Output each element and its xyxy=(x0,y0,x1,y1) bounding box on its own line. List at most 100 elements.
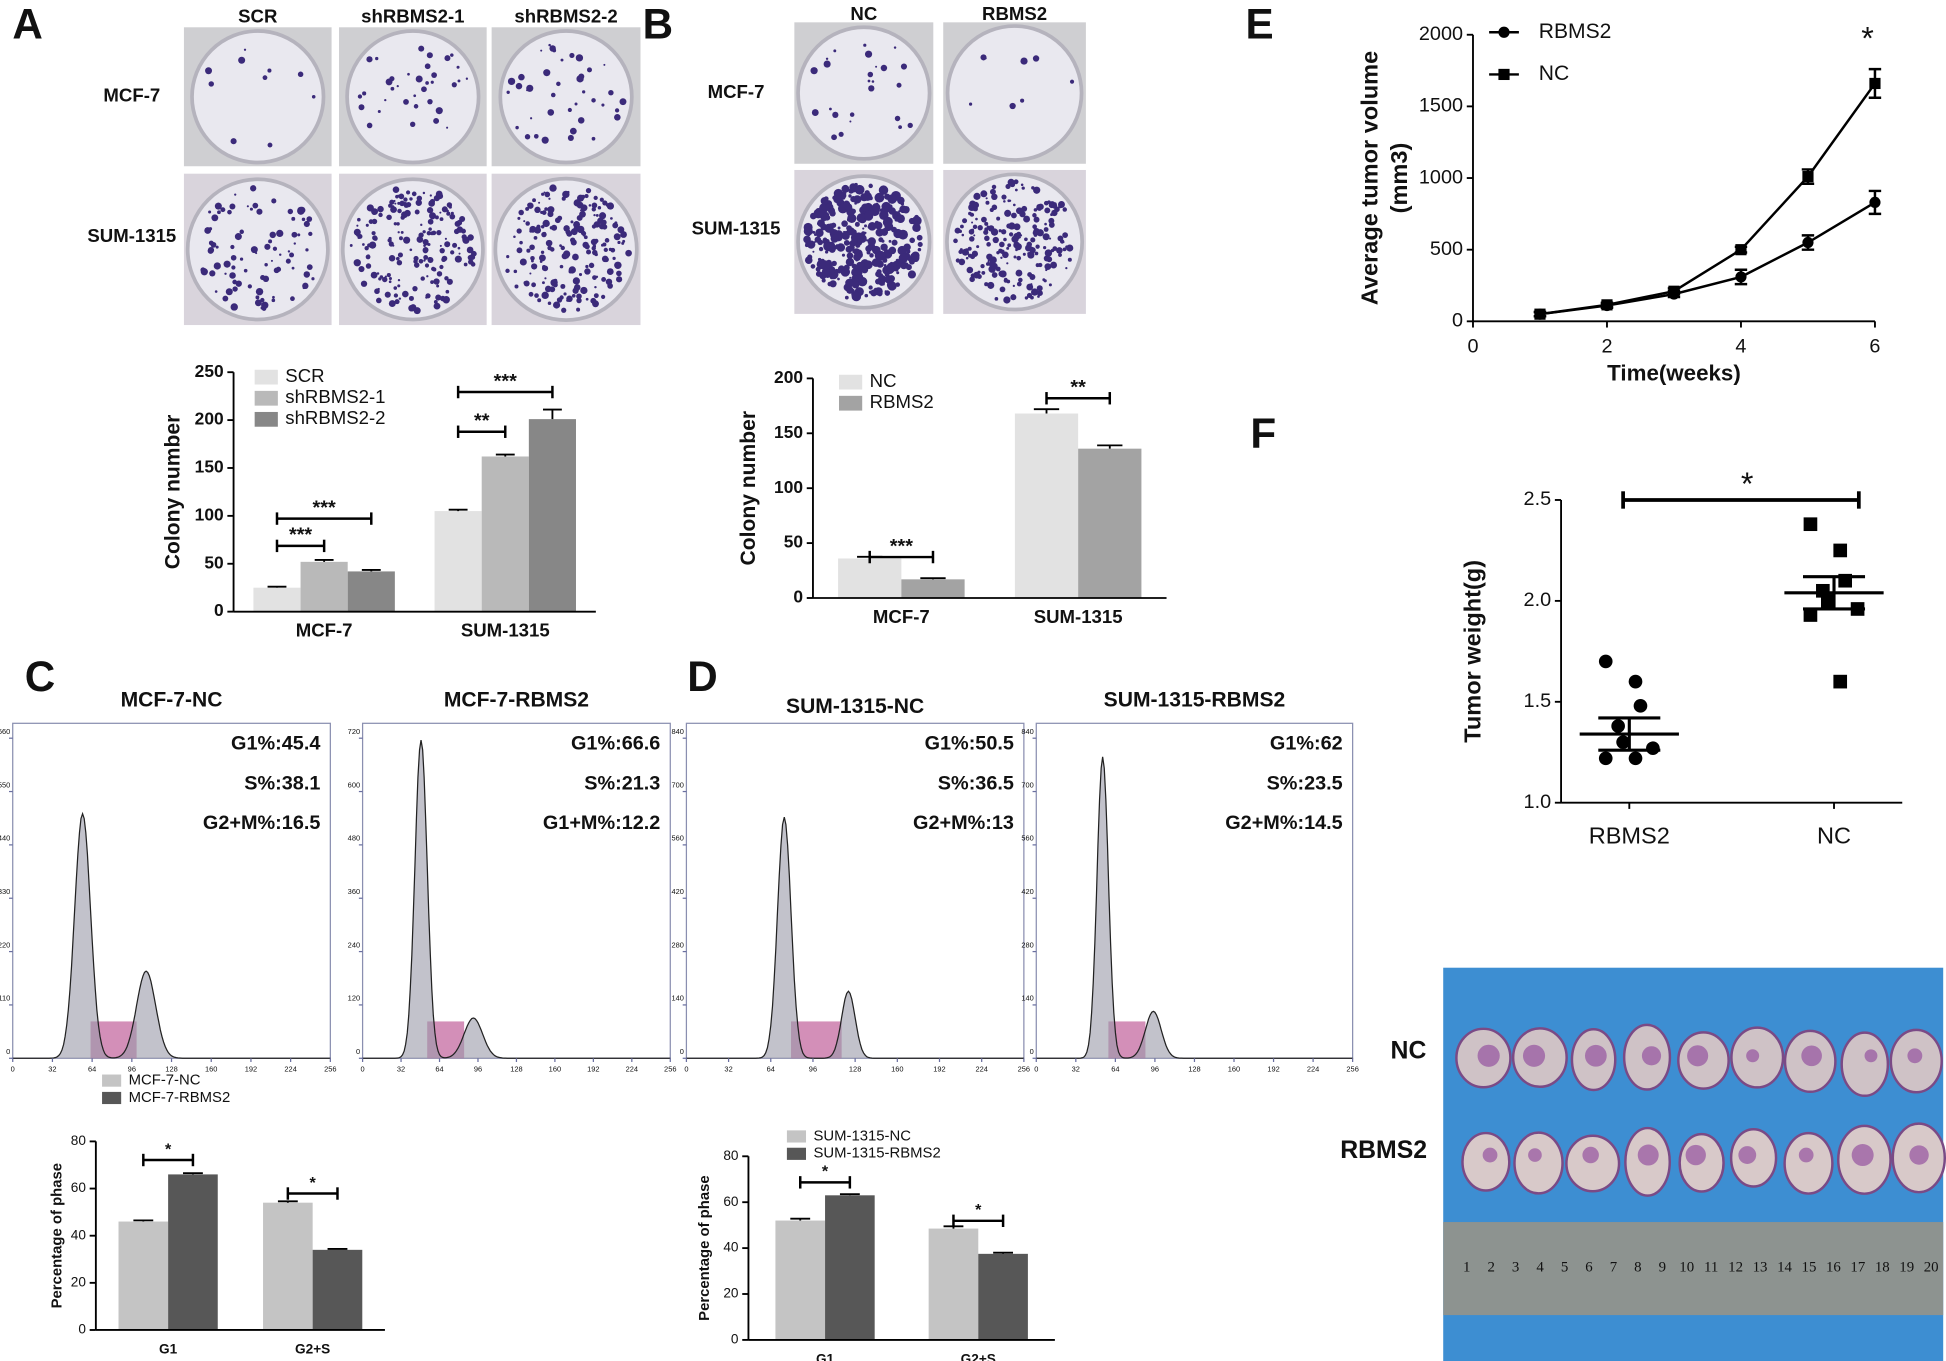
colony xyxy=(1059,239,1065,244)
colony xyxy=(900,262,908,270)
colony xyxy=(909,237,916,244)
colony xyxy=(617,240,621,245)
colony xyxy=(1000,256,1003,259)
colony xyxy=(262,275,270,283)
colony xyxy=(891,228,895,232)
colony xyxy=(446,202,453,208)
colony xyxy=(232,279,238,285)
colony xyxy=(426,52,433,59)
colony xyxy=(868,183,873,189)
flow-title: MCF-7-RBMS2 xyxy=(444,689,589,712)
colony xyxy=(384,275,387,278)
colony xyxy=(357,217,361,222)
colony xyxy=(305,248,309,252)
y-tick-label: 150 xyxy=(195,457,224,477)
data-point xyxy=(1601,299,1613,311)
colony xyxy=(593,293,599,299)
colony xyxy=(831,134,837,141)
colony xyxy=(397,284,401,288)
colony xyxy=(585,297,589,301)
colony xyxy=(837,226,841,230)
colony xyxy=(547,109,555,116)
colony xyxy=(583,235,588,240)
colony xyxy=(999,286,1006,293)
colony xyxy=(1050,261,1058,269)
ruler-number: 10 xyxy=(1679,1259,1694,1275)
colony xyxy=(1051,202,1058,209)
colony xyxy=(893,46,897,49)
colony xyxy=(456,226,464,233)
colony xyxy=(856,213,867,223)
tumor-spot xyxy=(1482,1147,1498,1163)
colony xyxy=(1013,179,1019,185)
y-axis-label: Percentage of phase xyxy=(49,1163,65,1309)
colony xyxy=(1043,246,1047,250)
colony xyxy=(445,289,450,294)
colony xyxy=(416,236,424,243)
data-point xyxy=(1534,308,1546,320)
colony xyxy=(962,218,968,224)
colony xyxy=(867,71,874,78)
colony xyxy=(1044,249,1053,257)
colony xyxy=(207,247,214,254)
colony xyxy=(1043,227,1049,232)
colony xyxy=(556,297,563,303)
x-tick-label: 4 xyxy=(1735,336,1746,358)
flow-x-tick-label: 224 xyxy=(284,1064,296,1073)
colony xyxy=(891,200,895,203)
colony xyxy=(907,122,913,129)
colony xyxy=(422,247,429,254)
colony xyxy=(897,234,901,238)
colony xyxy=(894,115,901,122)
colony xyxy=(846,252,854,259)
bar xyxy=(347,571,395,612)
x-tick-label: G1 xyxy=(816,1351,835,1361)
significance-label: *** xyxy=(494,370,517,392)
colony xyxy=(880,64,888,72)
colony xyxy=(896,271,900,275)
colony xyxy=(398,297,402,300)
colony xyxy=(620,231,627,238)
colony xyxy=(871,247,876,252)
colony xyxy=(582,90,586,94)
colony xyxy=(580,286,588,295)
colony xyxy=(814,236,822,243)
tumor-row-label: NC xyxy=(1391,1038,1427,1065)
error-bar xyxy=(267,585,287,588)
colony xyxy=(1020,57,1028,65)
plate-dish xyxy=(190,29,326,165)
legend-swatch xyxy=(786,1130,807,1143)
colony xyxy=(433,278,440,285)
colony xyxy=(1032,224,1038,230)
flow-y-tick-label: 0 xyxy=(680,1047,684,1056)
colony xyxy=(408,304,416,312)
colony xyxy=(400,230,404,234)
colony xyxy=(1007,243,1012,248)
colony xyxy=(366,122,373,129)
colony xyxy=(917,247,922,252)
colony xyxy=(393,286,398,290)
colony xyxy=(422,230,426,234)
colony xyxy=(459,215,466,222)
colony xyxy=(972,224,978,230)
colony xyxy=(841,231,850,240)
y-tick-label: 60 xyxy=(723,1194,739,1209)
colony xyxy=(1030,295,1034,300)
colony xyxy=(610,247,616,253)
colony xyxy=(1043,279,1047,283)
colony xyxy=(1056,247,1063,254)
colony xyxy=(220,207,226,213)
colony xyxy=(864,293,869,298)
colony xyxy=(888,207,896,215)
bar xyxy=(1014,413,1079,598)
flow-y-tick-label: 840 xyxy=(1021,727,1033,736)
colony xyxy=(1000,249,1005,255)
colony xyxy=(1058,253,1062,257)
flow-x-tick-label: 96 xyxy=(809,1064,817,1073)
colony xyxy=(418,259,424,264)
colony xyxy=(1006,279,1011,284)
colony xyxy=(616,270,622,277)
colony xyxy=(1044,222,1047,226)
flow-y-tick-label: 440 xyxy=(0,834,10,843)
colony xyxy=(591,136,596,141)
